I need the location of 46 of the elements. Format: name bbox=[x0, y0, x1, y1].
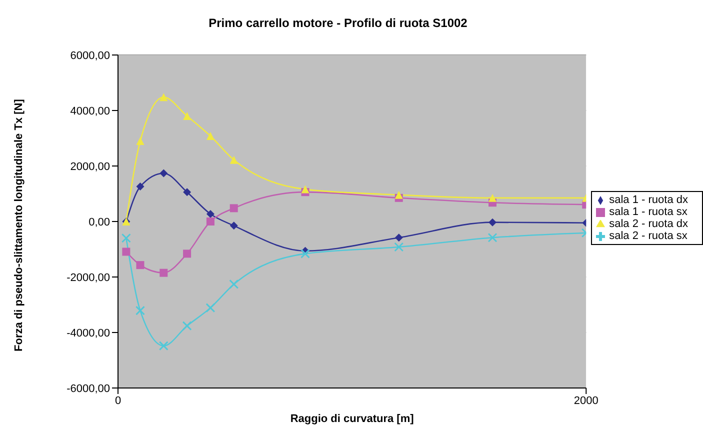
point bbox=[158, 341, 168, 351]
point bbox=[394, 190, 403, 199]
y-tick-label: -2000,00 bbox=[66, 272, 110, 284]
y-tick-label: 2000,00 bbox=[70, 160, 110, 173]
y-axis-title: Forza di pseudo-slittamento longitudinale Tx [N] bbox=[12, 98, 25, 352]
point bbox=[300, 248, 310, 258]
legend-label: sala 1 - ruota dx bbox=[609, 194, 688, 206]
point bbox=[229, 279, 239, 289]
x-tick-label: 0 bbox=[114, 394, 122, 407]
point bbox=[160, 93, 168, 102]
point bbox=[136, 261, 144, 270]
chart-title: Primo carrello motore - Profilo di ruota S1002 bbox=[208, 16, 468, 30]
x-tick-label: 2000 bbox=[574, 394, 598, 407]
point bbox=[183, 250, 192, 258]
y-tick-label: -4000,00 bbox=[66, 327, 110, 340]
y-tick-label: 0,00 bbox=[88, 216, 110, 228]
point bbox=[488, 194, 496, 202]
point bbox=[206, 210, 214, 218]
point bbox=[136, 182, 144, 191]
point bbox=[394, 242, 404, 252]
point bbox=[230, 204, 238, 212]
point bbox=[160, 169, 168, 178]
y-tick-label: -6000,00 bbox=[66, 382, 110, 395]
x-axis-title: Raggio di curvatura [m] bbox=[290, 413, 414, 425]
point bbox=[121, 233, 131, 243]
point bbox=[301, 185, 310, 194]
point bbox=[206, 218, 214, 226]
point bbox=[488, 218, 496, 226]
y-tick-label: 6000,00 bbox=[70, 50, 110, 62]
point bbox=[206, 132, 214, 140]
point bbox=[135, 306, 145, 316]
legend-label: sala 2 - ruota sx bbox=[609, 230, 688, 242]
point bbox=[136, 137, 144, 146]
point bbox=[182, 321, 192, 331]
legend-label: sala 2 - ruota dx bbox=[609, 218, 688, 230]
point bbox=[160, 268, 168, 277]
point bbox=[183, 112, 192, 120]
point bbox=[488, 232, 498, 242]
point bbox=[230, 222, 238, 230]
point bbox=[183, 188, 192, 196]
point bbox=[394, 234, 403, 242]
point bbox=[122, 248, 130, 256]
point bbox=[206, 303, 216, 313]
point bbox=[230, 156, 238, 164]
y-tick-label: 4000,00 bbox=[70, 105, 110, 118]
legend-label: sala 1 - ruota sx bbox=[609, 206, 688, 218]
